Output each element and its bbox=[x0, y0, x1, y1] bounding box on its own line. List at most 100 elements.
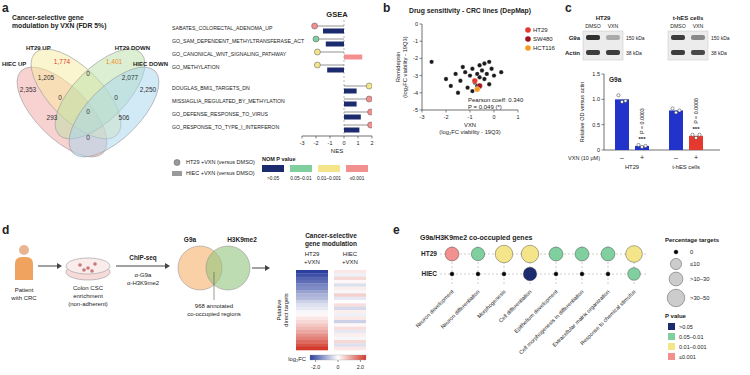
step-label: Patient bbox=[15, 287, 34, 293]
dot bbox=[606, 272, 610, 276]
x-tick bbox=[494, 110, 495, 113]
row-label: Putative bbox=[276, 300, 282, 321]
heatmap-cell bbox=[334, 297, 366, 301]
marker bbox=[314, 62, 320, 68]
heatmap-cell bbox=[334, 313, 366, 317]
legend-swatch bbox=[174, 160, 180, 166]
y-axis bbox=[604, 74, 605, 150]
colorbar-tick bbox=[360, 360, 361, 362]
heatmap-cell bbox=[334, 333, 366, 337]
x-tick bbox=[344, 136, 345, 139]
legend-swatch bbox=[668, 343, 675, 350]
region-count: 1,205 bbox=[38, 74, 55, 81]
point bbox=[620, 100, 623, 103]
heatmap-cell bbox=[296, 343, 328, 347]
x-tick-label: -1 bbox=[328, 140, 333, 146]
colorbar-tick-label: 2.0 bbox=[357, 364, 364, 370]
marker bbox=[314, 49, 320, 55]
region-count: 0 bbox=[86, 70, 90, 77]
point bbox=[640, 145, 643, 148]
region-count: 0 bbox=[86, 134, 90, 141]
title: Drug sensitivity - CRC lines (DepMap) bbox=[409, 7, 531, 15]
point bbox=[499, 70, 503, 74]
point bbox=[465, 85, 469, 89]
x-tick bbox=[358, 136, 359, 139]
arrow bbox=[252, 268, 266, 269]
grid-line bbox=[440, 274, 646, 275]
x-tick bbox=[372, 136, 373, 139]
heatmap-cell bbox=[296, 347, 328, 351]
heatmap-cell bbox=[296, 297, 328, 301]
step-label: Colon CSC bbox=[73, 285, 104, 291]
size-label: 38 kDa bbox=[711, 50, 727, 56]
category-label: MISSIAGLIA_REGULATED_BY_METHYLATION bbox=[172, 98, 285, 104]
category-label: SABATES_COLORECTAL_ADENOMA_UP bbox=[172, 25, 273, 31]
heatmap-cell bbox=[334, 330, 366, 334]
arrow-head bbox=[57, 263, 62, 269]
group-label: t-hES cells bbox=[673, 15, 704, 21]
colorbar-title: log₂FC bbox=[288, 356, 306, 362]
bar bbox=[615, 99, 629, 150]
y-tick-label: 1.0 bbox=[592, 96, 600, 102]
axis-title: VXN (10 μM) bbox=[568, 155, 600, 161]
category-label: Neuron differentiation bbox=[439, 288, 480, 329]
category-label: GO_RESPONSE_TO_TYPE_I_INTERFERON bbox=[172, 124, 279, 130]
y-tick-label: -5 bbox=[413, 107, 418, 113]
title: modulation by VXN (FDR 5%) bbox=[12, 22, 106, 30]
heatmap-cell bbox=[334, 290, 366, 294]
heatmap-cell bbox=[334, 327, 366, 331]
colorbar bbox=[310, 355, 366, 360]
heatmap-cell bbox=[334, 340, 366, 344]
blot-membrane bbox=[668, 31, 708, 60]
legend-title: Percentage targets bbox=[665, 237, 720, 243]
point bbox=[429, 60, 433, 64]
heatmap-cell bbox=[296, 323, 328, 327]
y-tick-label: -4 bbox=[413, 90, 418, 96]
leader bbox=[214, 272, 215, 300]
sphere bbox=[90, 269, 94, 273]
legend-swatch bbox=[670, 258, 681, 269]
x-tick bbox=[518, 110, 519, 113]
row-label: HIEC bbox=[421, 270, 437, 277]
heatmap-cell bbox=[334, 323, 366, 327]
marker bbox=[366, 96, 372, 102]
y-tick-label: -2 bbox=[413, 55, 418, 61]
point bbox=[674, 111, 677, 114]
venn-set bbox=[55, 53, 174, 172]
x-tick-label: – bbox=[620, 154, 624, 161]
legend-label: 0 bbox=[690, 249, 693, 255]
legend-label: 0.01–0.001 bbox=[679, 344, 707, 350]
legend-swatch bbox=[669, 272, 683, 286]
heatmap-cell bbox=[334, 283, 366, 287]
heatmap-cell bbox=[296, 317, 328, 321]
y-tick bbox=[602, 150, 605, 151]
legend-title: P value bbox=[665, 313, 687, 319]
heatmap-cell bbox=[296, 280, 328, 284]
heatmap-cell bbox=[334, 270, 366, 274]
y-tick bbox=[420, 75, 423, 76]
stem bbox=[344, 125, 371, 126]
plot-area bbox=[429, 60, 503, 95]
legend-swatch bbox=[667, 289, 685, 307]
title: gene modulation bbox=[305, 240, 357, 248]
y-tick bbox=[420, 24, 423, 25]
band bbox=[606, 50, 620, 55]
bar bbox=[344, 55, 362, 60]
y-tick bbox=[420, 92, 423, 93]
axis-title: (log₂FC viability - 19Q3) bbox=[439, 129, 501, 135]
heatmap-cell bbox=[296, 330, 328, 334]
point bbox=[472, 78, 478, 84]
sphere bbox=[93, 262, 97, 266]
legend-label: HT29 +VXN (versus DMSO) bbox=[186, 159, 255, 165]
x-tick-label: -1 bbox=[468, 114, 473, 120]
x-tick bbox=[316, 136, 317, 139]
row-label: direct targets bbox=[283, 293, 289, 327]
significance: *** bbox=[692, 126, 700, 132]
legend-label: SW480 bbox=[533, 36, 553, 42]
annotation: P = 0.049 (*) bbox=[468, 104, 502, 110]
row-label: HT29 bbox=[421, 250, 437, 257]
point bbox=[487, 82, 491, 86]
legend-swatch bbox=[674, 250, 678, 254]
dot bbox=[575, 247, 589, 261]
legend-label: 0.05–0.01 bbox=[290, 176, 312, 181]
